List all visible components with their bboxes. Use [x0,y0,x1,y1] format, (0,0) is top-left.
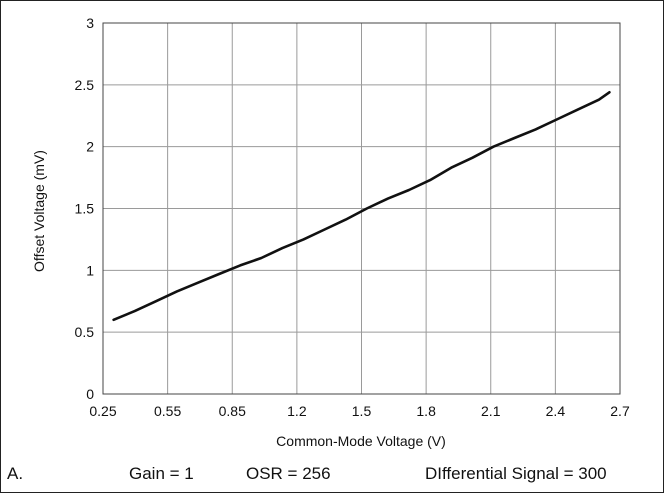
tick-labels: 0.25 0.55 0.85 1.2 1.5 1.8 2.1 2.4 2.7 0 0.5 1 1.5 2 2… [75,15,630,419]
x-tick-label: 0.85 [219,403,246,419]
y-tick-label: 2.5 [75,77,95,93]
x-tick-label: 0.55 [154,403,181,419]
offset-voltage-line [112,91,611,322]
axes [102,22,621,395]
panel-label: A. [7,464,24,483]
plot-border [102,22,621,395]
x-tick-label: 0.25 [89,403,116,419]
x-axis-title: Common-Mode Voltage (V) [276,433,446,449]
y-tick-label: 1 [86,262,94,278]
offset-voltage-chart: 0.25 0.55 0.85 1.2 1.5 1.8 2.1 2.4 2.7 0 0.5 1 1.5 2 2… [31,15,630,449]
y-tick-label: 0 [86,386,94,402]
x-tick-label: 2.7 [610,403,630,419]
x-tick-label: 2.1 [481,403,501,419]
x-tick-label: 2.4 [546,403,566,419]
y-tick-label: 1.5 [75,201,95,217]
y-tick-label: 0.5 [75,324,95,340]
figure-caption: A. Gain = 1 OSR = 256 DIfferential Signa… [1,459,663,489]
x-tick-label: 1.5 [352,403,372,419]
y-axis-title: Offset Voltage (mV) [31,150,47,272]
x-tick-label: 1.2 [287,403,307,419]
x-tick-label: 1.8 [416,403,436,419]
y-tick-label: 2 [86,139,94,155]
series-layer [112,91,611,322]
y-tick-label: 3 [86,15,94,31]
grid [103,23,620,394]
osr-label: OSR = 256 [246,464,331,483]
signal-label: DIfferential Signal = 300 [425,464,607,483]
gain-label: Gain = 1 [129,464,194,483]
